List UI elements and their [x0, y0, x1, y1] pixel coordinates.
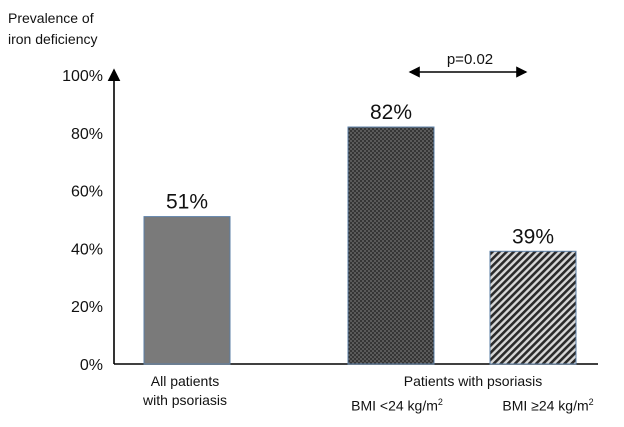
- p-value-label: p=0.02: [447, 51, 493, 68]
- y-tick-label: 60%: [71, 184, 103, 201]
- category-label-bmi-24-plus-superscript: 2: [588, 397, 594, 407]
- category-label-all: All patients with psoriasis: [120, 372, 250, 410]
- y-axis-title: Prevalence of iron deficiency: [8, 8, 98, 50]
- y-tick-label: 0%: [80, 357, 103, 374]
- category-label-bmi-24-plus-text: BMI ≥24 kg/m: [502, 397, 589, 414]
- y-axis-title-line-2: iron deficiency: [8, 31, 98, 47]
- data-label: 39%: [512, 225, 554, 248]
- category-label-all-line-1: All patients: [150, 373, 220, 389]
- y-tick-label: 40%: [71, 241, 103, 258]
- y-tick-label: 100%: [62, 68, 103, 85]
- y-tick-label: 20%: [71, 299, 103, 316]
- significance-annotation: p=0.02: [408, 51, 528, 78]
- category-group-title: Patients with psoriasis: [403, 373, 543, 389]
- bar: [347, 126, 435, 365]
- bar: [143, 216, 231, 365]
- data-label: 51%: [166, 191, 208, 214]
- data-labels: 51% 82% 39%: [166, 101, 554, 248]
- y-tick-label: 80%: [71, 126, 103, 143]
- data-label: 82%: [370, 101, 412, 124]
- category-label-bmi-24-plus: BMI ≥24 kg/m2: [478, 393, 618, 416]
- bars: [143, 126, 577, 365]
- category-label-all-line-2: with psoriasis: [142, 392, 228, 408]
- category-label-bmi-under-24-text: BMI <24 kg/m: [351, 397, 438, 414]
- category-label-bmi-under-24: BMI <24 kg/m2: [322, 393, 472, 416]
- y-axis-title-line-1: Prevalence of: [8, 10, 94, 26]
- y-ticks: 0% 20% 40% 60% 80% 100%: [62, 68, 103, 374]
- category-label-bmi-under-24-superscript: 2: [437, 397, 443, 407]
- bar: [489, 250, 577, 365]
